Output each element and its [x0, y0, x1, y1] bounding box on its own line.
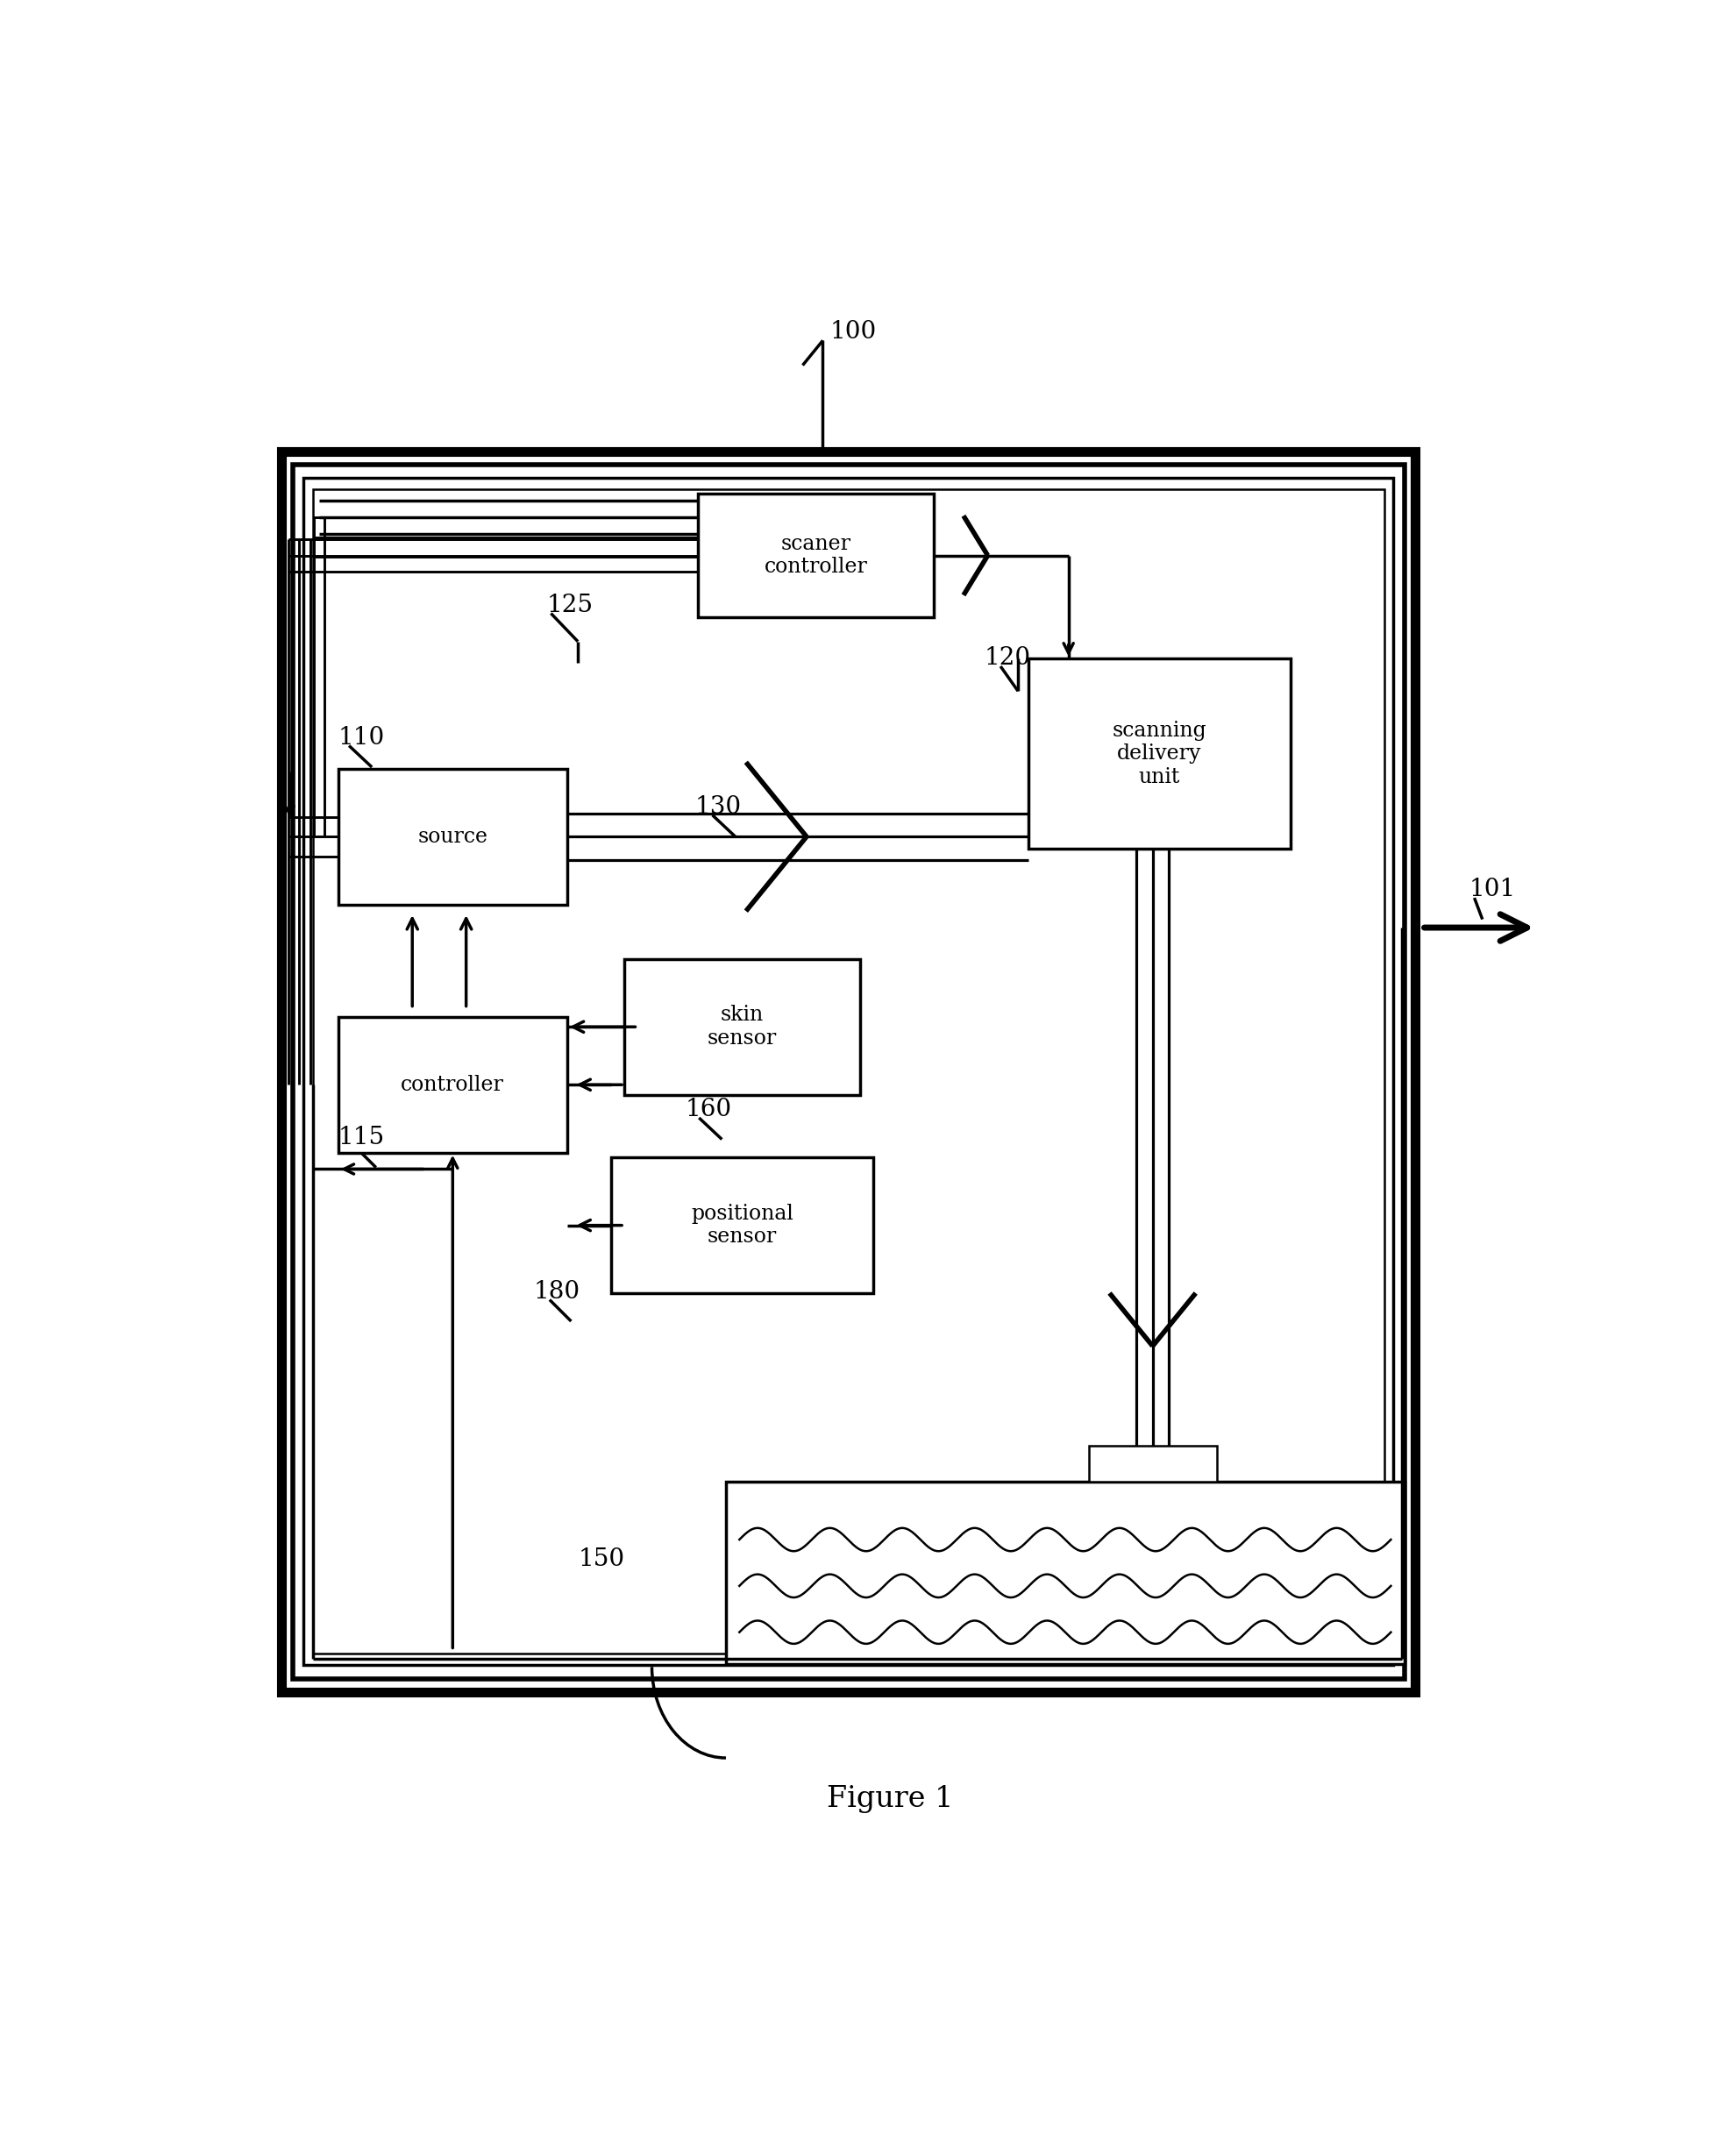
Text: controller: controller: [401, 1074, 503, 1095]
Text: 125: 125: [547, 593, 594, 616]
Text: scanning
delivery
unit: scanning delivery unit: [1111, 720, 1207, 788]
Text: scaner
controller: scaner controller: [764, 533, 868, 578]
Text: 139: 139: [1172, 1450, 1219, 1474]
Text: 130: 130: [694, 795, 741, 818]
Bar: [304, 477, 1392, 1665]
Text: source: source: [417, 827, 488, 846]
Bar: [281, 451, 1415, 1693]
Text: 100: 100: [830, 320, 877, 344]
Bar: [698, 494, 934, 616]
Text: 160: 160: [686, 1098, 733, 1121]
Bar: [292, 464, 1404, 1678]
Bar: [312, 490, 1384, 1654]
Text: skin
sensor: skin sensor: [707, 1005, 776, 1048]
Text: positional
sensor: positional sensor: [691, 1203, 793, 1248]
Text: 110: 110: [339, 726, 385, 750]
Text: Figure 1: Figure 1: [826, 1785, 953, 1813]
Text: 115: 115: [339, 1126, 385, 1149]
Bar: [1028, 659, 1290, 848]
Bar: [1088, 1446, 1215, 1482]
Text: 180: 180: [533, 1280, 580, 1304]
Bar: [611, 1158, 873, 1293]
Bar: [339, 769, 566, 904]
Text: 150: 150: [578, 1547, 625, 1572]
Bar: [726, 1482, 1404, 1663]
Bar: [339, 1016, 566, 1153]
Text: 101: 101: [1469, 879, 1516, 902]
Text: 120: 120: [984, 647, 1031, 670]
Bar: [623, 958, 859, 1095]
